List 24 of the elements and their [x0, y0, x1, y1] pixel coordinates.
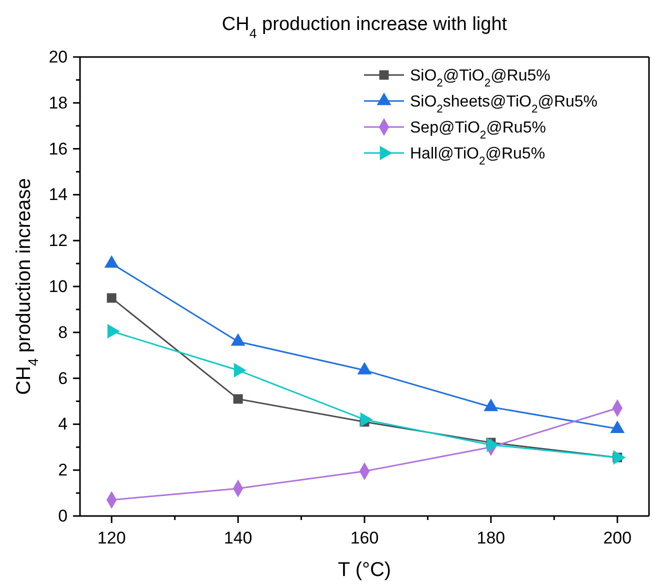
- x-tick-label: 120: [97, 528, 126, 548]
- y-tick-label: 20: [48, 47, 68, 66]
- y-tick-label: 18: [48, 93, 68, 112]
- x-axis-title: T (°C): [338, 559, 392, 581]
- y-tick-label: 8: [58, 322, 68, 342]
- x-tick-label: 140: [224, 528, 252, 548]
- chart-title: CH$_{4}$ production increase with light: [222, 14, 508, 40]
- point: [233, 394, 243, 404]
- x-tick-label: 180: [476, 528, 506, 548]
- y-tick-label: 4: [58, 414, 68, 434]
- legend-label: SiO$_{2}$@TiO$_{2}$@Ru5%: [410, 68, 550, 90]
- point: [106, 293, 116, 303]
- x-tick-label: 160: [350, 528, 379, 548]
- legend-label: Sep@TiO$_{2}$@Ru5%: [410, 120, 546, 142]
- y-tick-label: 10: [48, 276, 68, 296]
- y-tick-label: 14: [48, 185, 68, 204]
- y-tick-label: 0: [58, 506, 68, 526]
- y-tick-label: 16: [48, 139, 68, 158]
- legend-label: SiO$_{2}$sheets@TiO$_{2}$@Ru5%: [410, 94, 598, 116]
- x-tick-label: 200: [603, 528, 632, 548]
- y-tick-label: 12: [48, 231, 68, 250]
- legend-label: Hall@TiO$_{2}$@Ru5%: [410, 146, 546, 168]
- y-tick-label: 6: [58, 368, 68, 388]
- y-tick-label: 2: [58, 460, 68, 480]
